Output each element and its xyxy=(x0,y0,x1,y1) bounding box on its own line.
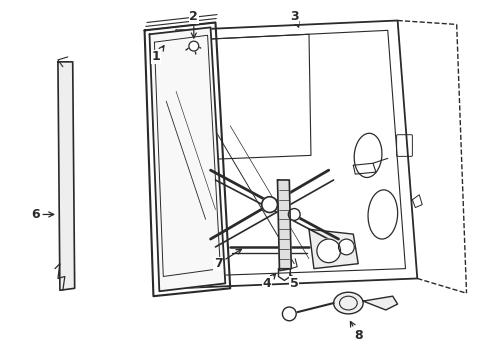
Polygon shape xyxy=(149,27,225,291)
Text: 8: 8 xyxy=(350,321,363,342)
Ellipse shape xyxy=(334,292,363,314)
Text: 7: 7 xyxy=(214,249,242,270)
Polygon shape xyxy=(58,62,74,290)
Circle shape xyxy=(317,239,341,263)
Polygon shape xyxy=(277,180,291,271)
Circle shape xyxy=(262,197,277,212)
Polygon shape xyxy=(363,296,397,310)
Circle shape xyxy=(339,239,354,255)
Text: 6: 6 xyxy=(31,208,54,221)
Polygon shape xyxy=(176,21,417,288)
Polygon shape xyxy=(397,21,466,293)
Circle shape xyxy=(189,41,199,51)
Text: 2: 2 xyxy=(190,10,198,38)
Text: 1: 1 xyxy=(152,46,164,63)
Circle shape xyxy=(282,307,296,321)
Text: 5: 5 xyxy=(290,274,298,290)
Text: 4: 4 xyxy=(262,274,276,290)
Circle shape xyxy=(288,208,300,220)
Text: 3: 3 xyxy=(290,10,299,27)
Polygon shape xyxy=(309,229,358,269)
